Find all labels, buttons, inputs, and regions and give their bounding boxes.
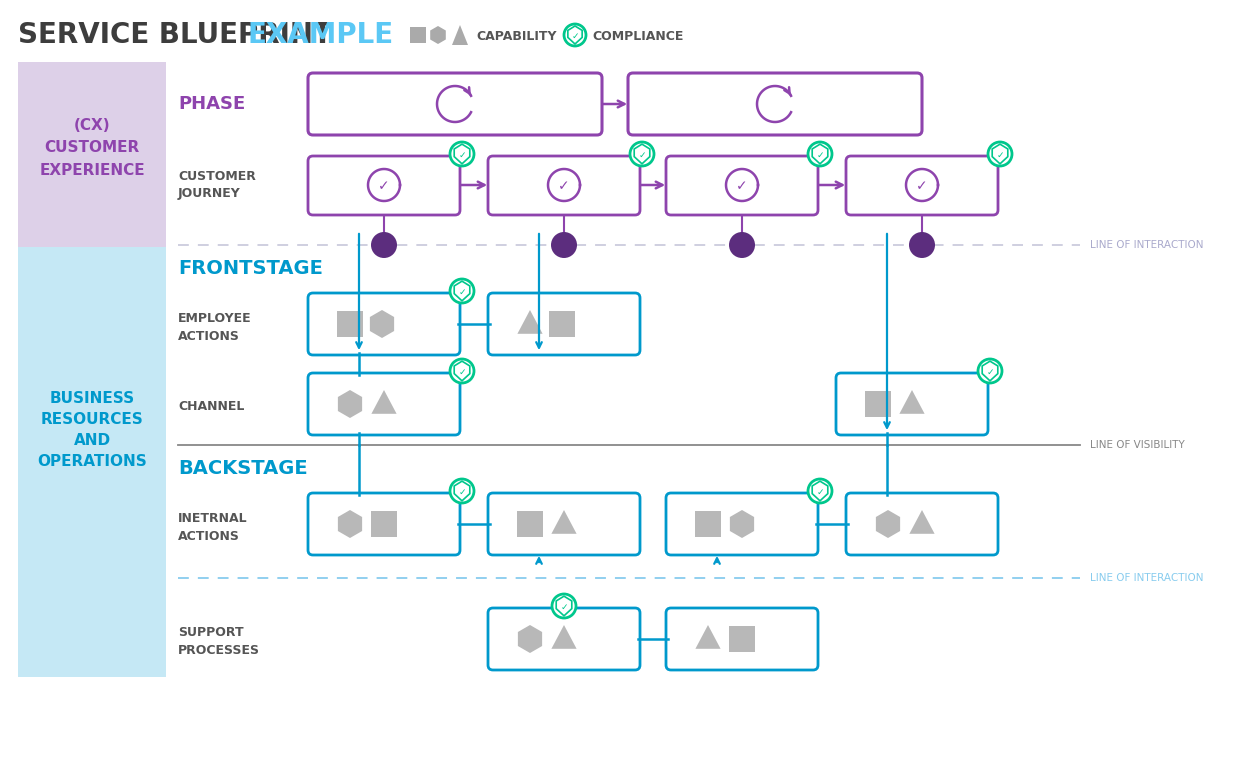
Text: ✓: ✓ xyxy=(560,602,567,611)
Polygon shape xyxy=(430,26,446,44)
Text: LINE OF INTERACTION: LINE OF INTERACTION xyxy=(1090,573,1204,583)
Polygon shape xyxy=(452,25,468,45)
Polygon shape xyxy=(337,510,362,538)
Circle shape xyxy=(450,359,473,383)
FancyBboxPatch shape xyxy=(488,156,640,215)
Circle shape xyxy=(564,24,586,46)
FancyBboxPatch shape xyxy=(488,493,640,555)
Text: ✓: ✓ xyxy=(559,179,570,193)
Text: EMPLOYEE
ACTIONS: EMPLOYEE ACTIONS xyxy=(178,312,252,342)
Text: LINE OF INTERACTION: LINE OF INTERACTION xyxy=(1090,240,1204,250)
Polygon shape xyxy=(900,390,925,414)
Text: CHANNEL: CHANNEL xyxy=(178,400,245,414)
Bar xyxy=(865,391,891,417)
Circle shape xyxy=(450,279,473,303)
Polygon shape xyxy=(696,625,721,649)
Polygon shape xyxy=(371,390,397,414)
FancyBboxPatch shape xyxy=(836,373,988,435)
Circle shape xyxy=(988,142,1012,166)
FancyBboxPatch shape xyxy=(308,493,460,555)
Polygon shape xyxy=(337,390,362,418)
FancyBboxPatch shape xyxy=(488,608,640,670)
Text: FRONTSTAGE: FRONTSTAGE xyxy=(178,258,323,278)
Text: ✓: ✓ xyxy=(459,488,466,496)
Bar xyxy=(410,27,426,43)
Text: ✓: ✓ xyxy=(916,179,928,193)
Bar xyxy=(549,311,575,337)
Text: COMPLIANCE: COMPLIANCE xyxy=(592,29,684,43)
Text: SERVICE BLUEPRINT: SERVICE BLUEPRINT xyxy=(19,21,332,49)
Text: ✓: ✓ xyxy=(816,488,823,496)
Polygon shape xyxy=(370,310,394,338)
FancyBboxPatch shape xyxy=(845,156,997,215)
Text: CAPABILITY: CAPABILITY xyxy=(476,29,556,43)
Polygon shape xyxy=(518,310,543,334)
Text: ✓: ✓ xyxy=(378,179,389,193)
Bar xyxy=(337,311,363,337)
FancyBboxPatch shape xyxy=(308,73,602,135)
Text: INETRNAL
ACTIONS: INETRNAL ACTIONS xyxy=(178,512,247,543)
FancyBboxPatch shape xyxy=(666,493,818,555)
Circle shape xyxy=(978,359,1002,383)
Text: ✓: ✓ xyxy=(737,179,748,193)
Text: BACKSTAGE: BACKSTAGE xyxy=(178,458,308,478)
Circle shape xyxy=(808,479,832,503)
FancyBboxPatch shape xyxy=(666,608,818,670)
Circle shape xyxy=(450,479,473,503)
Text: ✓: ✓ xyxy=(571,32,578,40)
Text: ✓: ✓ xyxy=(638,151,645,159)
Text: BUSINESS
RESOURCES
AND
OPERATIONS: BUSINESS RESOURCES AND OPERATIONS xyxy=(37,391,147,469)
Circle shape xyxy=(371,232,397,258)
Bar xyxy=(729,626,755,652)
Polygon shape xyxy=(876,510,900,538)
Circle shape xyxy=(552,594,576,618)
Polygon shape xyxy=(910,510,934,534)
FancyBboxPatch shape xyxy=(488,293,640,355)
Circle shape xyxy=(729,232,755,258)
Circle shape xyxy=(630,142,654,166)
Text: ✓: ✓ xyxy=(459,288,466,297)
Text: LINE OF VISIBILITY: LINE OF VISIBILITY xyxy=(1090,440,1185,450)
Polygon shape xyxy=(551,625,577,649)
Text: (CX)
CUSTOMER
EXPERIENCE: (CX) CUSTOMER EXPERIENCE xyxy=(40,118,145,178)
Bar xyxy=(517,511,543,537)
Text: SUPPORT
PROCESSES: SUPPORT PROCESSES xyxy=(178,626,260,658)
Text: ✓: ✓ xyxy=(986,367,994,376)
FancyBboxPatch shape xyxy=(845,493,997,555)
Circle shape xyxy=(551,232,577,258)
Text: CUSTOMER
JOURNEY: CUSTOMER JOURNEY xyxy=(178,169,256,200)
Circle shape xyxy=(450,142,473,166)
Polygon shape xyxy=(551,510,577,534)
Text: EXAMPLE: EXAMPLE xyxy=(248,21,394,49)
Bar xyxy=(19,62,166,247)
Bar xyxy=(695,511,721,537)
Text: ✓: ✓ xyxy=(459,367,466,376)
Circle shape xyxy=(908,232,934,258)
Polygon shape xyxy=(518,625,543,653)
FancyBboxPatch shape xyxy=(308,373,460,435)
Polygon shape xyxy=(730,510,754,538)
FancyBboxPatch shape xyxy=(308,293,460,355)
Text: PHASE: PHASE xyxy=(178,95,245,113)
Text: ✓: ✓ xyxy=(459,151,466,159)
Text: ✓: ✓ xyxy=(816,151,823,159)
Bar xyxy=(371,511,397,537)
Bar xyxy=(19,247,166,677)
FancyBboxPatch shape xyxy=(308,156,460,215)
Circle shape xyxy=(808,142,832,166)
Text: ✓: ✓ xyxy=(996,151,1004,159)
FancyBboxPatch shape xyxy=(628,73,922,135)
FancyBboxPatch shape xyxy=(666,156,818,215)
